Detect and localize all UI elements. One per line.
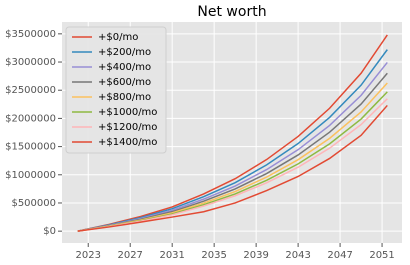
x-tick-label: 2023 <box>76 250 101 261</box>
x-tick-label: 2027 <box>117 250 142 261</box>
legend-label: +$400/mo <box>98 62 151 73</box>
legend-label: +$0/mo <box>98 32 138 43</box>
y-tick-label: $2500000 <box>5 85 56 96</box>
y-tick-label: $3000000 <box>5 57 56 68</box>
x-tick-label: 2051 <box>369 250 394 261</box>
y-tick-label: $1500000 <box>5 142 56 153</box>
series-line <box>77 34 388 232</box>
y-tick-label: $3500000 <box>5 29 56 40</box>
y-tick-label: $500000 <box>11 198 56 209</box>
y-tick-label: $1000000 <box>5 170 56 181</box>
x-tick-label: 2031 <box>159 250 184 261</box>
legend-label: +$600/mo <box>98 77 151 88</box>
legend-box <box>65 26 167 154</box>
series-line <box>77 104 388 232</box>
chart-title: Net worth <box>197 4 266 20</box>
x-tick-label: 2047 <box>327 250 352 261</box>
y-tick-label: $0 <box>43 226 56 237</box>
legend-label: +$1000/mo <box>98 107 157 118</box>
legend-label: +$1200/mo <box>98 122 157 133</box>
x-tick-label: 2035 <box>201 250 226 261</box>
legend-label: +$800/mo <box>98 92 151 103</box>
legend-label: +$200/mo <box>98 47 151 58</box>
x-tick-label: 2039 <box>243 250 268 261</box>
y-tick-label: $2000000 <box>5 113 56 124</box>
legend-label: +$1400/mo <box>98 137 157 148</box>
x-tick-label: 2043 <box>285 250 310 261</box>
